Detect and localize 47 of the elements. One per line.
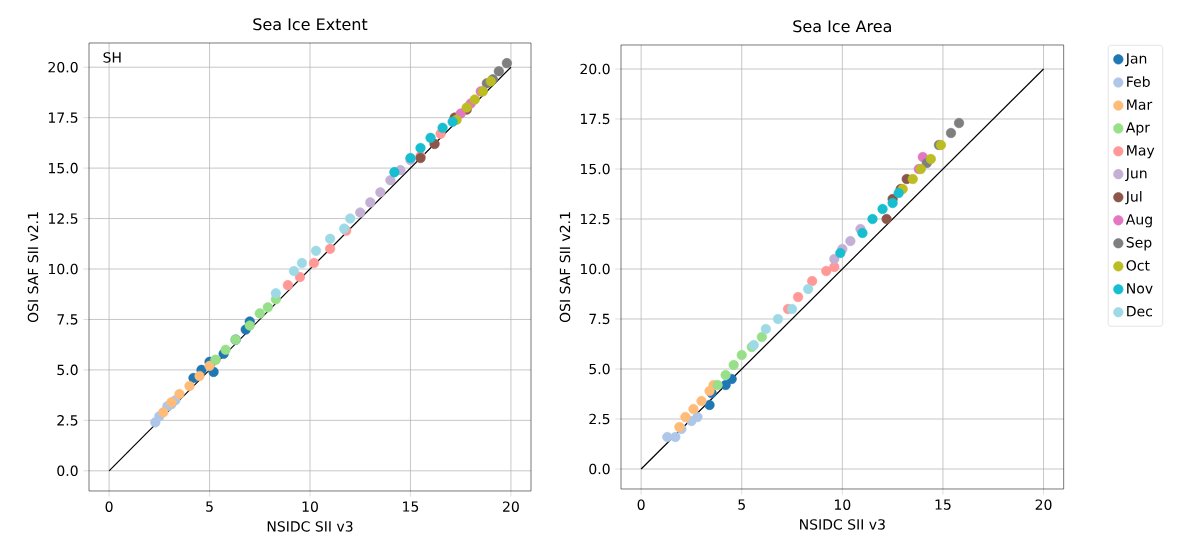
legend-label: Sep bbox=[1126, 237, 1152, 251]
y-tick-label: 17.5 bbox=[48, 112, 78, 123]
y-tick-label: 0.0 bbox=[57, 465, 78, 477]
y-tick-label: 12.5 bbox=[48, 213, 78, 224]
y-tick-label: 20.0 bbox=[48, 61, 78, 73]
y-tick-label: 10.0 bbox=[48, 263, 78, 275]
x-tick-label: 15 bbox=[935, 499, 951, 510]
y-axis-title: OSI SAF SII v2.1 bbox=[27, 212, 39, 323]
legend-label: Dec bbox=[1127, 306, 1152, 317]
x-tick-label: 5 bbox=[738, 499, 745, 510]
y-tick-label: 20.0 bbox=[580, 63, 610, 75]
legend-label: May bbox=[1127, 145, 1155, 159]
legend-label: Aug bbox=[1125, 214, 1152, 228]
legend-label: Oct bbox=[1126, 260, 1150, 271]
x-tick-label: 0 bbox=[105, 501, 113, 512]
x-tick-label: 5 bbox=[206, 501, 213, 512]
x-tick-label: 10 bbox=[834, 499, 851, 510]
y-axis-title: OSI SAF SII v2.1 bbox=[559, 212, 571, 323]
y-tick-label: 2.5 bbox=[589, 413, 610, 425]
y-tick-label: 10.0 bbox=[580, 263, 610, 275]
legend-label: Nov bbox=[1127, 283, 1153, 294]
chart-title: Sea Ice Extent bbox=[253, 18, 368, 31]
x-tick-label: 20 bbox=[1035, 499, 1052, 510]
x-tick-label: 10 bbox=[302, 501, 318, 512]
y-tick-label: 7.5 bbox=[589, 313, 610, 325]
y-tick-label: 15.0 bbox=[48, 162, 78, 174]
x-axis-title: NSIDC SII v3 bbox=[267, 521, 353, 532]
y-tick-label: 15.0 bbox=[580, 163, 610, 175]
y-tick-label: 5.0 bbox=[589, 363, 610, 375]
x-tick-label: 0 bbox=[637, 499, 645, 510]
chart-title: Sea Ice Area bbox=[793, 20, 891, 33]
legend-label: Jul bbox=[1125, 190, 1142, 205]
legend-label: Jan bbox=[1125, 53, 1147, 67]
y-tick-label: 5.0 bbox=[57, 364, 78, 376]
y-tick-label: 2.5 bbox=[57, 415, 78, 426]
legend-label: Feb bbox=[1127, 76, 1150, 87]
legend-label: Apr bbox=[1125, 122, 1151, 136]
legend-label: Mar bbox=[1127, 99, 1153, 110]
x-tick-label: 15 bbox=[403, 501, 419, 512]
x-tick-label: 20 bbox=[503, 501, 519, 512]
y-tick-label: 0.0 bbox=[589, 463, 610, 475]
legend-label: Jun bbox=[1125, 168, 1147, 182]
annotation: SH bbox=[103, 52, 121, 63]
y-tick-label: 12.5 bbox=[580, 213, 610, 225]
y-tick-label: 7.5 bbox=[57, 314, 78, 325]
y-tick-label: 17.5 bbox=[580, 113, 610, 125]
x-axis-title: NSIDC SII v3 bbox=[800, 519, 885, 530]
